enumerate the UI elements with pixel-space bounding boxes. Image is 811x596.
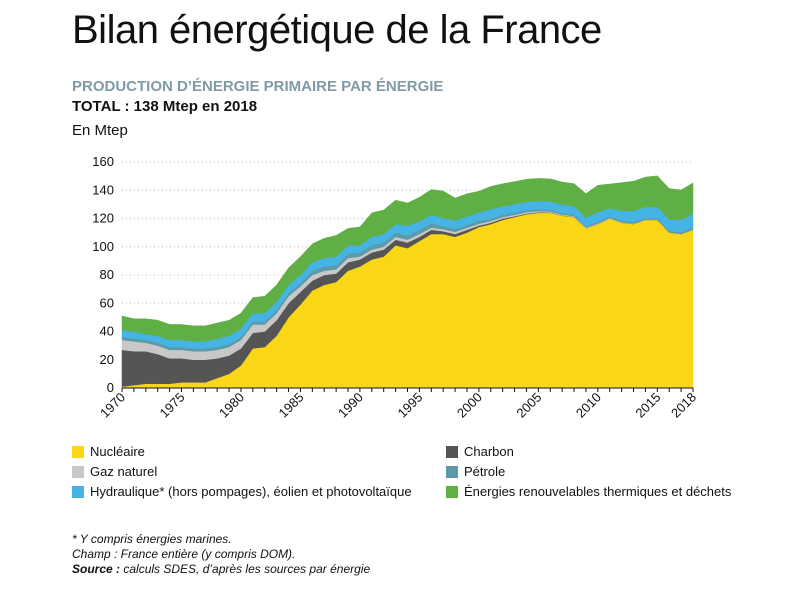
legend-swatch-petrole: [446, 465, 458, 478]
unit-label: En Mtep: [72, 122, 128, 139]
legend-swatch-nucleaire: [72, 445, 84, 458]
legend-label-nucleaire: Nucléaire: [90, 444, 145, 459]
x-tick-label: 2015: [632, 390, 663, 421]
legend-item-gaz: Gaz naturel: [72, 464, 157, 479]
legend-label-petrole: Pétrole: [464, 464, 506, 479]
footnotes: * Y compris énergies marines. Champ : Fr…: [72, 532, 370, 577]
areas: [121, 175, 694, 389]
x-tick-label: 1995: [394, 390, 425, 421]
y-tick-label: 20: [100, 352, 114, 367]
x-tick-label: 2010: [573, 390, 604, 421]
legend-swatch-charbon: [446, 445, 458, 458]
y-tick-label: 80: [100, 267, 114, 282]
y-tick-label: 0: [107, 380, 114, 395]
legend-item-enr: Énergies renouvelables thermiques et déc…: [446, 484, 731, 499]
footnote-source: Source : calculs SDES, d’après les sourc…: [72, 562, 370, 577]
y-tick-label: 140: [92, 182, 114, 197]
x-tick-label: 2005: [513, 390, 544, 421]
y-tick-label: 120: [92, 211, 114, 226]
legend-label-charbon: Charbon: [464, 444, 514, 459]
stacked-area-chart: 0 20 40 60 80 100 120 140 160 1970 1975 1980 1985 199…: [92, 154, 699, 421]
x-tick-label: 1975: [157, 390, 188, 421]
legend-swatch-hydro: [72, 485, 84, 498]
legend-label-hydro: Hydraulique* (hors pompages), éolien et …: [90, 484, 412, 499]
x-tick-label: 1980: [216, 390, 247, 421]
area-series-5: [121, 175, 694, 342]
x-tick-label: 2018: [668, 390, 699, 421]
y-tick-label: 100: [92, 239, 114, 254]
y-tick-label: 60: [100, 295, 114, 310]
x-tick-label: 2000: [454, 390, 485, 421]
legend-item-nucleaire: Nucléaire: [72, 444, 145, 459]
legend-item-hydro: Hydraulique* (hors pompages), éolien et …: [72, 484, 412, 499]
legend-swatch-gaz: [72, 465, 84, 478]
source-text: calculs SDES, d’après les sources par én…: [120, 562, 371, 576]
x-tick-label: 1985: [276, 390, 307, 421]
legend-item-petrole: Pétrole: [446, 464, 505, 479]
y-tick-label: 160: [92, 154, 114, 169]
legend-label-gaz: Gaz naturel: [90, 464, 158, 479]
footnote-champ: Champ : France entière (y compris DOM).: [72, 547, 296, 561]
chart-subtitle: PRODUCTION D’ÉNERGIE PRIMAIRE PAR ÉNERGI…: [72, 78, 444, 95]
legend-item-charbon: Charbon: [446, 444, 514, 459]
source-label: Source :: [72, 562, 121, 576]
x-tick-label: 1970: [97, 390, 128, 421]
legend-label-enr: Énergies renouvelables thermiques et déc…: [464, 484, 732, 499]
x-tick-label: 1990: [335, 390, 366, 421]
total-label: TOTAL : 138 Mtep en 2018: [72, 98, 258, 115]
legend-swatch-enr: [446, 485, 458, 498]
chart-title: Bilan énergétique de la France: [72, 8, 602, 52]
footnote-marines: * Y compris énergies marines.: [72, 532, 232, 546]
y-tick-label: 40: [100, 324, 114, 339]
